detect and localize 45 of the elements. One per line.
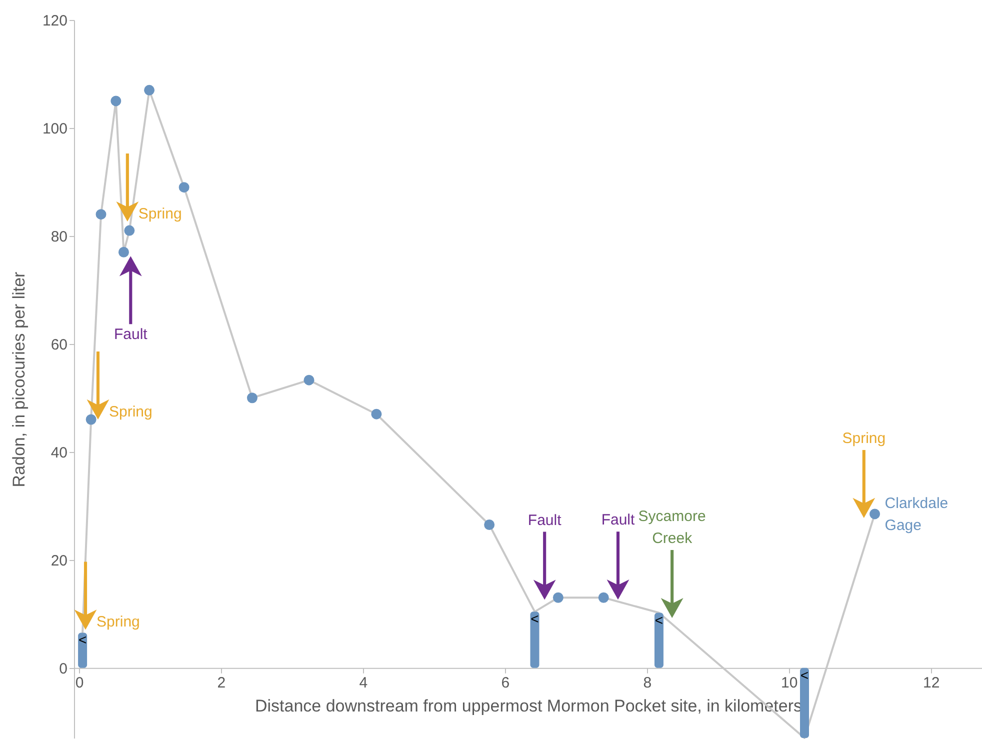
data-label: <: [654, 612, 664, 628]
point: [484, 520, 495, 530]
point: [118, 246, 129, 258]
x-tick-label: 4: [359, 674, 368, 692]
x-axis-title: Distance downstream from uppermost Mormon Pocket site, in kilometers: [254, 696, 802, 716]
x-tick-label: 8: [643, 674, 652, 692]
x-tick-label: 0: [75, 674, 84, 692]
y-tick-label: 120: [42, 12, 68, 30]
y-tick-label: 100: [42, 120, 68, 138]
point: [96, 209, 106, 220]
point: [598, 592, 609, 603]
point: [110, 96, 122, 106]
bar: [800, 668, 809, 738]
annotation: Fault: [601, 512, 636, 529]
bar: [530, 612, 540, 668]
point: [870, 508, 880, 520]
annotation: Clarkdale Gage: [884, 494, 948, 534]
annotation: Fault: [528, 512, 562, 529]
point: [178, 182, 190, 193]
y-axis-title: Radon, in picocuries per liter: [9, 271, 28, 488]
x-tick-label: 6: [501, 674, 510, 692]
point: [144, 84, 155, 96]
y-tick-label: 40: [50, 444, 68, 462]
point: [371, 408, 382, 420]
x-tick-label: 2: [217, 674, 226, 692]
annotation: Spring: [138, 206, 182, 223]
data-label: <: [800, 666, 809, 683]
x-tick-label: 10: [781, 674, 798, 692]
data-label: <: [530, 610, 539, 627]
point: [246, 392, 258, 404]
annotation: Spring: [842, 430, 886, 447]
annotation: Sycamore Creek: [638, 508, 706, 548]
x-tick-label: 12: [923, 674, 940, 692]
data-label: <: [78, 632, 87, 648]
point: [552, 592, 564, 603]
point: [124, 225, 135, 236]
y-tick-label: 60: [50, 336, 68, 354]
y-tick-label: 80: [50, 228, 68, 246]
y-tick-label: 0: [59, 660, 68, 678]
y-tick-label: 20: [50, 552, 68, 570]
annotation: Fault: [114, 326, 148, 344]
bar: [78, 632, 88, 668]
annotation: Spring: [96, 614, 140, 631]
point: [304, 374, 314, 386]
bar: [654, 612, 664, 668]
